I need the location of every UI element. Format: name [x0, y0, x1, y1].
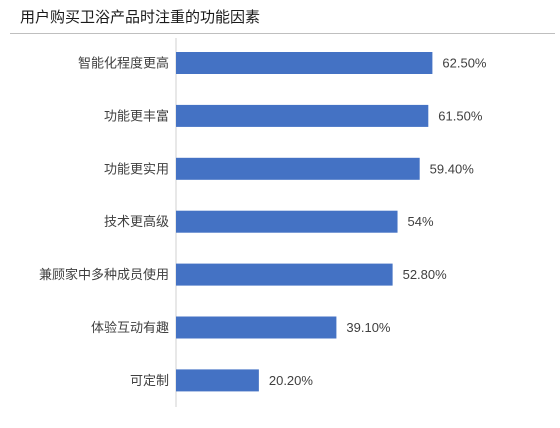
- category-label: 兼顾家中多种成员使用: [39, 267, 169, 283]
- bar: [176, 369, 259, 392]
- category-label: 可定制: [130, 374, 169, 389]
- data-label: 61.50%: [438, 108, 483, 123]
- category-label: 功能更丰富: [104, 108, 169, 124]
- bar: [176, 263, 393, 286]
- category-label: 功能更实用: [104, 162, 169, 177]
- category-label: 技术更高级: [104, 214, 169, 230]
- data-label: 54%: [408, 214, 434, 229]
- data-label: 20.20%: [269, 373, 314, 388]
- bar: [176, 52, 433, 74]
- data-label: 39.10%: [346, 320, 391, 335]
- chart-title: 用户购买卫浴产品时注重的功能因素: [20, 8, 261, 26]
- bar: [176, 210, 398, 233]
- data-label: 52.80%: [403, 267, 448, 282]
- category-label: 智能化程度更高: [78, 56, 169, 72]
- data-label: 59.40%: [430, 161, 475, 176]
- bar: [176, 104, 429, 127]
- data-label: 62.50%: [442, 56, 487, 71]
- category-label: 体验互动有趣: [91, 320, 169, 336]
- bar: [176, 316, 337, 339]
- title-divider: [10, 33, 555, 34]
- bar: [176, 157, 420, 180]
